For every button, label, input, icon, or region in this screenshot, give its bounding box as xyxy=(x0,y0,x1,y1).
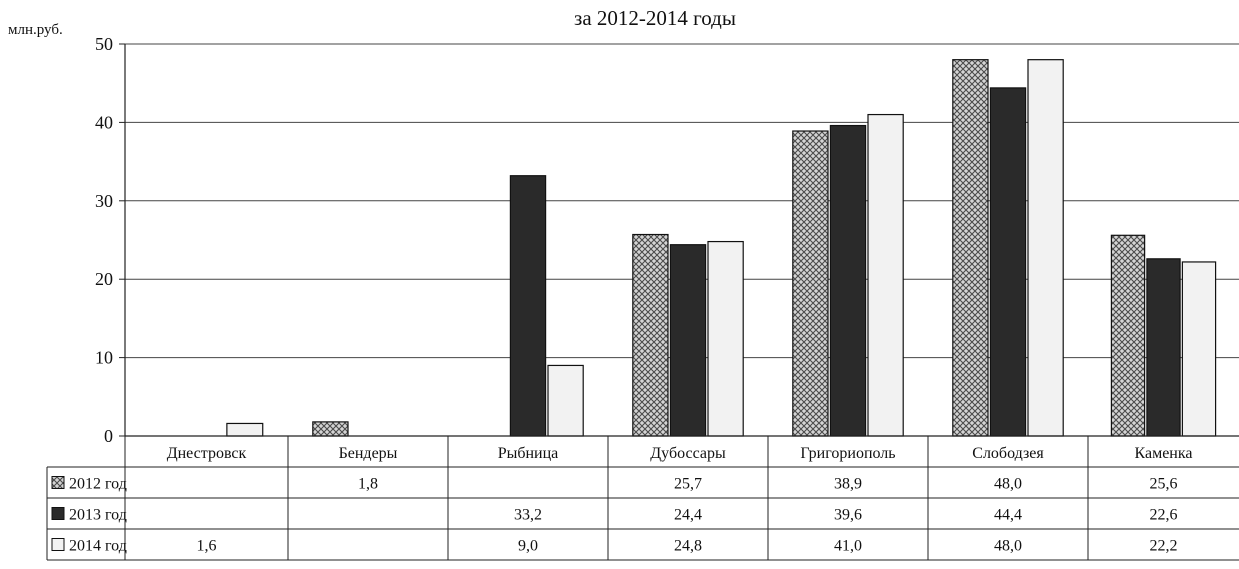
legend-key-2013-год xyxy=(52,508,64,520)
bar-2013-год-Слободзея xyxy=(990,88,1025,436)
x-category-label: Каменка xyxy=(1135,445,1193,462)
y-tick-label: 50 xyxy=(95,34,113,54)
bar-2013-год-Рыбница xyxy=(510,176,545,436)
y-tick-label: 0 xyxy=(104,426,113,446)
data-label-cell: 1,8 xyxy=(358,476,378,493)
data-table: Днестровск Бендеры Рыбница Дубоссары Григори… xyxy=(47,436,1239,560)
data-label-cell: 44,4 xyxy=(994,507,1022,524)
y-tick-label: 10 xyxy=(95,348,113,368)
bar-2014-год-Слободзея xyxy=(1028,60,1063,436)
legend-label: 2014 год xyxy=(69,538,127,555)
chart-title: за 2012-2014 годы xyxy=(574,6,736,30)
data-label-cell: 33,2 xyxy=(514,507,542,524)
legend-label: 2013 год xyxy=(69,507,127,524)
data-label-cell: 48,0 xyxy=(994,538,1022,555)
data-label-cell: 22,6 xyxy=(1150,507,1178,524)
y-tick-label: 30 xyxy=(95,191,113,211)
bar-2014-год-Каменка xyxy=(1182,262,1215,436)
y-tick-label: 20 xyxy=(95,269,113,289)
bar-2012-год-Бендеры xyxy=(313,422,348,436)
x-category-label: Бендеры xyxy=(339,445,398,462)
x-category-label: Григориополь xyxy=(800,445,895,462)
legend-key-2014-год xyxy=(52,539,64,551)
data-label-cell: 9,0 xyxy=(518,538,538,555)
x-category-label: Рыбница xyxy=(498,445,559,462)
y-axis-unit-label: млн.руб. xyxy=(8,22,63,38)
bar-2012-год-Дубоссары xyxy=(633,235,668,436)
bar-2014-год-Дубоссары xyxy=(708,242,743,436)
bar-2014-год-Днестровск xyxy=(227,423,263,436)
data-label-cell: 24,8 xyxy=(674,538,702,555)
data-label-cell: 25,7 xyxy=(674,476,702,493)
data-label-cell: 38,9 xyxy=(834,476,862,493)
legend-label: 2012 год xyxy=(69,476,127,493)
legend-key-2012-год xyxy=(52,477,64,489)
bar-2012-год-Слободзея xyxy=(953,60,988,436)
y-tick-label: 40 xyxy=(95,112,113,132)
bar-2014-год-Григориополь xyxy=(868,115,903,436)
bar-2014-год-Рыбница xyxy=(548,365,583,436)
data-label-cell: 25,6 xyxy=(1150,476,1178,493)
data-label-cell: 24,4 xyxy=(674,507,702,524)
data-label-cell: 48,0 xyxy=(994,476,1022,493)
bar-2012-год-Григориополь xyxy=(793,131,828,436)
axes: 0 10 20 30 40 50 xyxy=(95,34,125,446)
bar-2013-год-Дубоссары xyxy=(670,245,705,436)
bar-2012-год-Каменка xyxy=(1111,235,1144,436)
data-label-cell: 39,6 xyxy=(834,507,862,524)
data-label-cell: 41,0 xyxy=(834,538,862,555)
x-category-label: Слободзея xyxy=(972,445,1044,462)
bars xyxy=(227,60,1216,436)
bar-2013-год-Григориополь xyxy=(830,126,865,436)
x-category-label: Днестровск xyxy=(167,445,247,462)
data-label-cell: 1,6 xyxy=(197,538,217,555)
bar-2013-год-Каменка xyxy=(1147,259,1180,436)
x-category-label: Дубоссары xyxy=(650,445,726,462)
data-label-cell: 22,2 xyxy=(1150,538,1178,555)
